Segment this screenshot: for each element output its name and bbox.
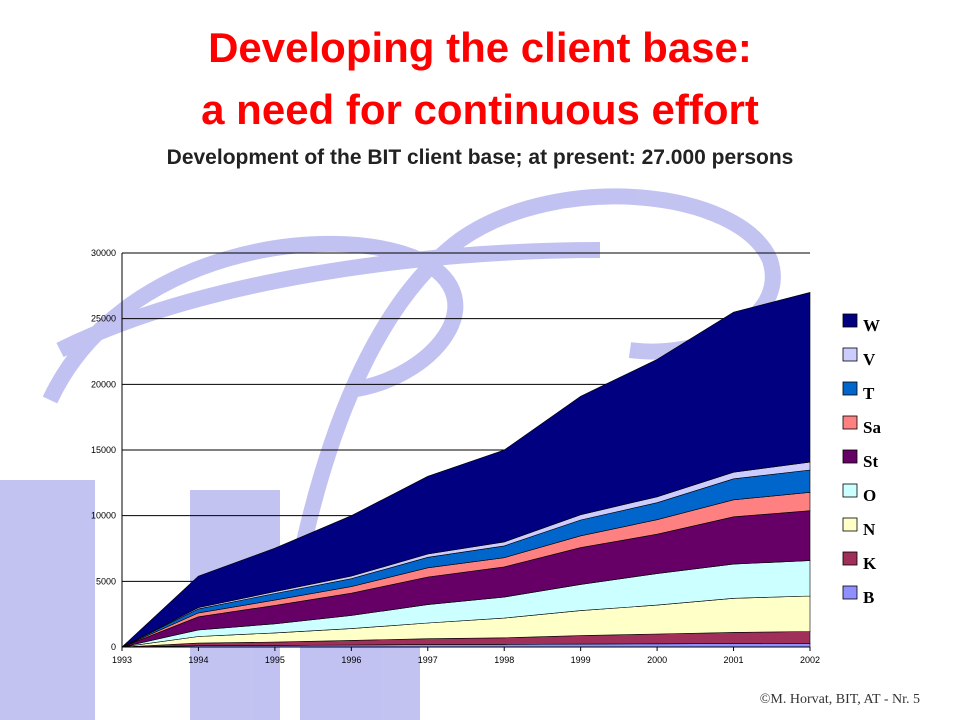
x-tick-label: 2000: [647, 655, 667, 665]
legend-swatch-o: [842, 483, 858, 498]
area-series: [121, 292, 811, 648]
y-tick-label: 5000: [96, 576, 116, 586]
x-tick-label: 1995: [265, 655, 285, 665]
legend-label-b: B: [863, 588, 874, 607]
watermark-swirl-3: [56, 242, 601, 358]
slide-title-line2: a need for continuous effort: [201, 86, 759, 133]
y-tick-label: 30000: [91, 248, 116, 258]
legend-swatch-w: [842, 313, 858, 328]
x-tick-label: 1994: [188, 655, 208, 665]
slide-footer: ©M. Horvat, BIT, AT - Nr. 5: [759, 692, 920, 707]
y-tick-label: 25000: [91, 314, 116, 324]
x-tick-label: 1999: [571, 655, 591, 665]
legend-swatch-n: [842, 517, 858, 532]
y-tick-label: 10000: [91, 511, 116, 521]
legend-swatch-t: [842, 381, 858, 396]
legend-label-n: N: [863, 520, 876, 539]
x-tick-label: 2001: [724, 655, 744, 665]
legend-label-v: V: [863, 350, 876, 369]
legend-swatch-st: [842, 449, 858, 464]
legend-label-sa: Sa: [863, 418, 881, 437]
legend-label-st: St: [863, 452, 878, 471]
legend-label-k: K: [863, 554, 877, 573]
x-tick-label: 2002: [800, 655, 820, 665]
chart-subtitle: Development of the BIT client base; at p…: [166, 146, 794, 169]
legend-label-o: O: [863, 486, 876, 505]
x-tick-label: 1993: [112, 655, 132, 665]
watermark-letter-b: [0, 480, 95, 720]
y-tick-label: 15000: [91, 445, 116, 455]
area-series-w: [121, 292, 811, 648]
legend-swatch-sa: [842, 415, 858, 430]
legend-swatch-k: [842, 551, 858, 566]
x-tick-label: 1996: [341, 655, 361, 665]
x-tick-label: 1997: [418, 655, 438, 665]
y-tick-label: 0: [111, 642, 116, 652]
watermark-letter-t: [300, 640, 420, 720]
legend-label-t: T: [863, 384, 875, 403]
axes: 0 5000 10000 15000 20000 25000 30000 1993 1994 19…: [91, 248, 820, 665]
legend-label-w: W: [863, 316, 880, 335]
x-tick-label: 1998: [494, 655, 514, 665]
y-tick-label: 20000: [91, 379, 116, 389]
legend-swatch-b: [842, 585, 858, 600]
slide-title-line1: Developing the client base:: [208, 24, 752, 71]
legend-swatch-v: [842, 347, 858, 362]
